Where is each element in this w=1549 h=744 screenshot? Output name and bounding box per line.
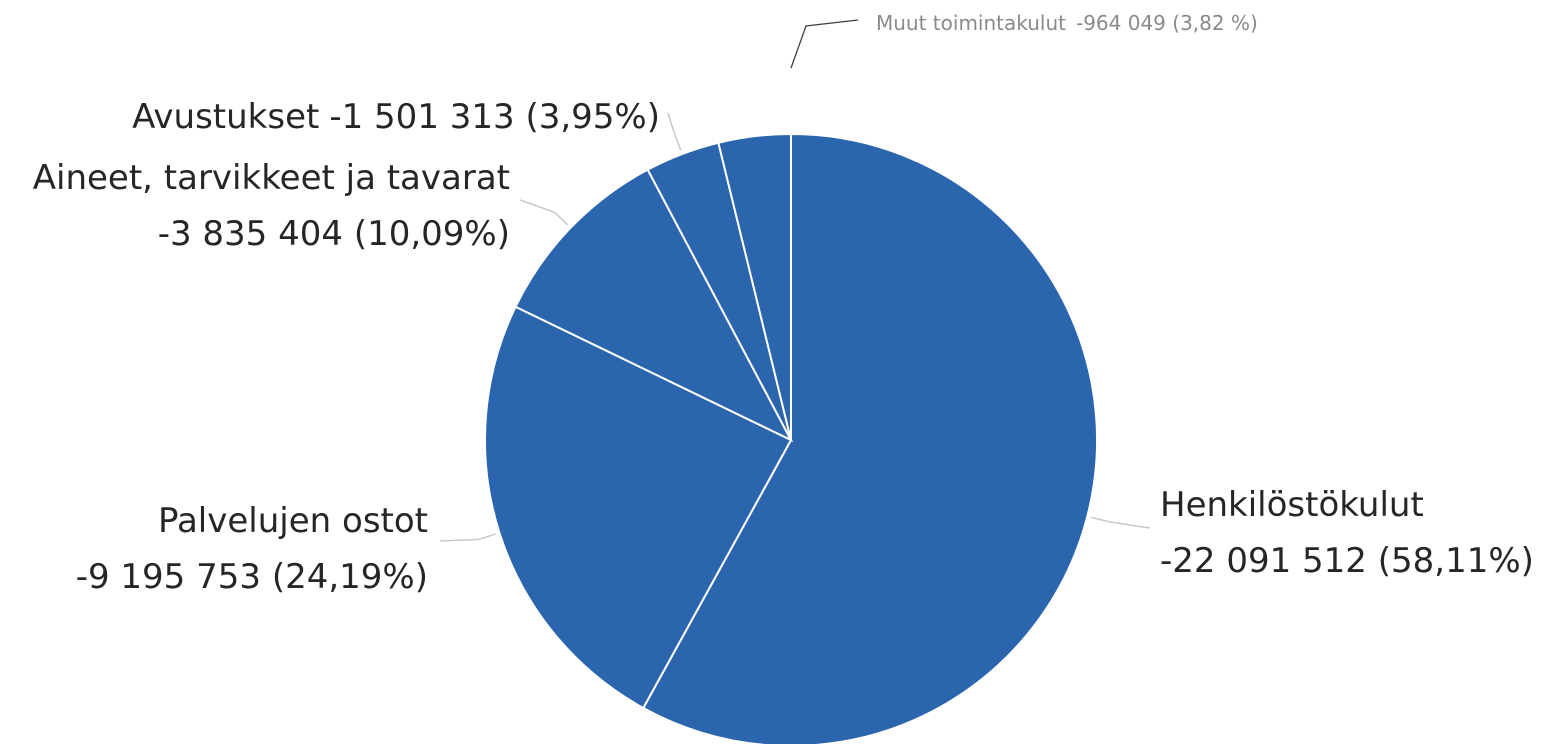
label-avustukset: Avustukset -1 501 313 (3,95%)	[132, 97, 660, 137]
pie-slice-2	[514, 168, 794, 443]
pie-slice-1	[484, 305, 793, 710]
leader-line-2	[519, 199, 569, 226]
label-avustukset-value: -1 501 313 (3,95%)	[329, 97, 660, 137]
label-muut-name: Muut toimintakulut	[876, 11, 1066, 35]
label-aineet-value: -3 835 404 (10,09%)	[158, 214, 510, 254]
label-muut-value: -964 049 (3,82 %)	[1076, 11, 1258, 35]
label-palvelujen-ostot-value: -9 195 753 (24,19%)	[76, 557, 428, 597]
leader-lines	[439, 19, 1151, 542]
leader-line-1	[439, 533, 496, 542]
label-avustukset-name: Avustukset	[132, 97, 319, 137]
slice-labels: Henkilöstökulut -22 091 512 (58,11%) Pal…	[33, 11, 1534, 597]
leader-line-0	[1091, 516, 1151, 529]
label-henkilostokulut-value: -22 091 512 (58,11%)	[1160, 541, 1534, 581]
label-aineet-name: Aineet, tarvikkeet ja tavarat	[33, 158, 510, 198]
label-palvelujen-ostot-name: Palvelujen ostot	[158, 501, 428, 541]
pie-slice-4	[717, 132, 792, 441]
leader-line-4	[790, 19, 859, 69]
label-muut: Muut toimintakulut -964 049 (3,82 %)	[876, 11, 1258, 35]
label-henkilostokulut-name: Henkilöstökulut	[1160, 485, 1424, 525]
leader-line-3	[667, 112, 682, 151]
pie-slices	[484, 132, 1098, 744]
pie-slice-0	[641, 132, 1098, 744]
